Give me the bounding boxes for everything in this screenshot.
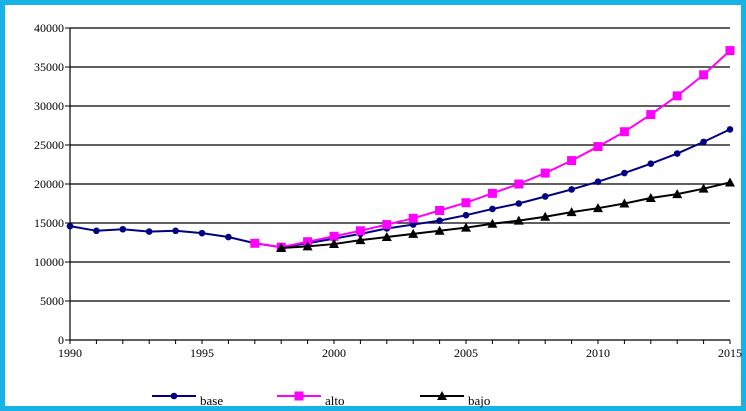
data-point-bajo	[645, 193, 656, 203]
data-point-base	[673, 150, 681, 157]
data-point-base	[145, 228, 153, 235]
data-point-alto	[567, 156, 577, 166]
data-point-base	[568, 186, 575, 193]
data-point-bajo	[408, 228, 419, 238]
data-point-bajo	[434, 225, 445, 235]
data-point-base	[172, 227, 179, 235]
data-point-alto	[540, 168, 550, 178]
data-point-alto	[646, 110, 656, 120]
tick-labels: 0 5000 10000 15000 20000 25000 30000 35000 40000…	[34, 21, 742, 360]
data-point-alto	[593, 142, 603, 152]
data-point-base	[66, 222, 74, 230]
series-line-alto	[254, 49, 731, 249]
data-point-bajo	[513, 215, 524, 225]
data-point-alto	[382, 220, 392, 230]
series-base	[66, 126, 734, 251]
y-tick-label: 40000	[34, 21, 64, 35]
data-point-base	[93, 227, 100, 235]
data-point-base	[409, 221, 417, 228]
y-tick-label: 35000	[34, 60, 64, 74]
data-point-bajo	[461, 222, 471, 232]
x-tick-label: 2005	[454, 346, 478, 360]
y-tick-label: 20000	[34, 177, 64, 191]
x-tick-label: 2015	[718, 346, 742, 360]
legend-item-bajo: bajo	[420, 391, 490, 408]
data-point-base	[119, 225, 127, 233]
grid-lines	[70, 27, 730, 302]
x-tick-label: 1995	[190, 346, 214, 360]
series-lines	[66, 46, 735, 252]
data-point-bajo	[698, 183, 709, 193]
data-point-alto	[408, 213, 418, 223]
data-point-bajo	[672, 189, 683, 199]
data-point-alto	[699, 70, 709, 80]
legend-item-alto: alto	[277, 391, 345, 408]
data-point-bajo	[566, 207, 577, 217]
legend-label-base: base	[200, 393, 223, 408]
data-point-bajo	[355, 235, 366, 245]
data-point-alto	[619, 127, 629, 137]
data-point-alto	[514, 179, 524, 189]
y-tick-label: 30000	[34, 99, 64, 113]
legend-item-base: base	[152, 392, 223, 408]
x-tick-label: 1990	[58, 346, 82, 360]
data-point-base	[515, 200, 523, 207]
data-point-alto	[672, 91, 682, 101]
series-line-bajo	[281, 181, 731, 249]
legend-marker-bajo	[437, 391, 447, 400]
legend-marker-base	[170, 392, 178, 400]
data-point-base	[489, 205, 496, 213]
legend-label-bajo: bajo	[468, 393, 490, 408]
data-point-bajo	[593, 203, 603, 213]
data-point-alto	[725, 46, 735, 56]
y-tick-label: 25000	[34, 138, 64, 152]
data-point-base	[621, 169, 628, 177]
data-point-bajo	[619, 198, 630, 208]
data-point-bajo	[725, 177, 735, 187]
series-bajo	[276, 177, 735, 252]
axes	[65, 27, 731, 344]
x-tick-label: 2010	[586, 346, 610, 360]
data-point-base	[436, 217, 443, 224]
data-point-alto	[435, 206, 445, 216]
data-point-bajo	[329, 239, 339, 249]
x-tick-label: 2000	[322, 346, 346, 360]
data-point-bajo	[487, 218, 498, 228]
y-tick-label: 10000	[34, 255, 64, 269]
data-point-base	[198, 229, 206, 237]
y-tick-label: 15000	[34, 216, 64, 230]
legend-label-alto: alto	[325, 393, 345, 408]
data-point-base	[225, 233, 232, 241]
data-point-base	[647, 160, 655, 168]
legend: base alto bajo	[152, 391, 490, 408]
data-point-alto	[329, 231, 339, 241]
data-point-alto	[461, 198, 471, 208]
data-point-bajo	[381, 232, 392, 242]
y-tick-label: 5000	[40, 294, 64, 308]
data-point-base	[594, 178, 602, 185]
data-point-alto	[250, 238, 260, 248]
legend-marker-alto	[294, 391, 304, 401]
data-point-base	[462, 211, 470, 219]
data-point-bajo	[302, 241, 313, 251]
data-point-bajo	[540, 211, 551, 221]
data-point-bajo	[276, 242, 287, 252]
series-line-base	[69, 128, 731, 249]
y-tick-label: 0	[58, 333, 64, 347]
data-point-base	[726, 126, 734, 133]
data-point-base	[700, 138, 707, 146]
data-point-alto	[355, 226, 365, 236]
data-point-base	[541, 193, 549, 200]
data-point-alto	[487, 188, 497, 198]
